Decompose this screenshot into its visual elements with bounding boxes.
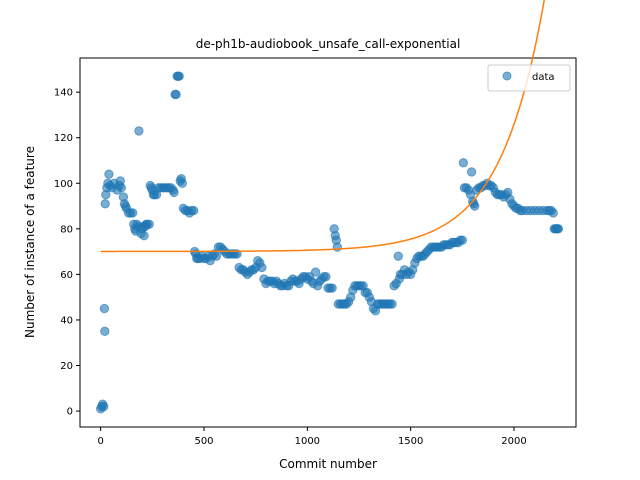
y-tick-label: 60: [60, 270, 73, 281]
data-point: [169, 187, 179, 198]
data-point: [139, 230, 149, 241]
legend-entry: data: [532, 72, 555, 83]
data-point: [128, 208, 138, 218]
data-point: [177, 178, 188, 188]
data-point: [310, 267, 321, 277]
data-point: [393, 251, 403, 261]
x-tick-label: 500: [194, 436, 213, 447]
fit-series: [100, 0, 545, 253]
data-point: [104, 169, 114, 179]
y-tick-label: 40: [60, 315, 73, 326]
data-point: [99, 401, 109, 412]
data-point: [99, 303, 110, 314]
data-point: [387, 299, 397, 309]
data-point: [458, 158, 469, 168]
data-point: [134, 126, 144, 136]
y-tick-label: 120: [54, 133, 73, 144]
x-axis: 0 500 1000 1500 2000: [97, 427, 527, 447]
axes-frame: [79, 57, 577, 428]
legend-marker: [502, 71, 512, 81]
data-point: [188, 205, 199, 216]
data-point: [332, 242, 342, 252]
y-tick-label: 100: [54, 179, 73, 190]
fit-line: [100, 0, 545, 253]
y-tick-label: 0: [67, 407, 73, 418]
data-point: [553, 224, 564, 234]
data-point: [171, 89, 181, 100]
scatter-series: [95, 71, 564, 414]
y-tick-label: 20: [60, 361, 73, 372]
data-point: [548, 208, 558, 218]
data-point: [327, 283, 337, 293]
data-point: [144, 219, 154, 229]
data-point: [457, 235, 468, 245]
data-point: [321, 271, 331, 282]
x-tick-label: 1000: [295, 436, 320, 447]
data-point: [116, 183, 127, 193]
y-tick-label: 140: [54, 88, 73, 99]
data-point: [257, 262, 267, 273]
x-tick-label: 1500: [398, 436, 423, 447]
legend-box: [487, 64, 571, 92]
y-axis: 0 20 40 60 80 100 120 140: [54, 88, 80, 418]
data-point: [470, 201, 480, 211]
data-point: [466, 167, 477, 177]
y-tick-label: 80: [60, 224, 73, 235]
x-tick-label: 2000: [501, 436, 526, 447]
data-point: [100, 199, 110, 209]
y-axis-label: Number of instance of a feature: [23, 146, 37, 338]
x-tick-label: 0: [97, 436, 103, 447]
data-point: [211, 251, 222, 261]
plot-area: [79, 0, 577, 428]
data-point: [100, 326, 110, 337]
x-axis-label: Commit number: [279, 457, 377, 471]
legend: data: [487, 64, 571, 92]
chart-title: de-ph1b-audiobook_unsafe_call-exponentia…: [196, 37, 461, 51]
data-point: [174, 71, 184, 81]
